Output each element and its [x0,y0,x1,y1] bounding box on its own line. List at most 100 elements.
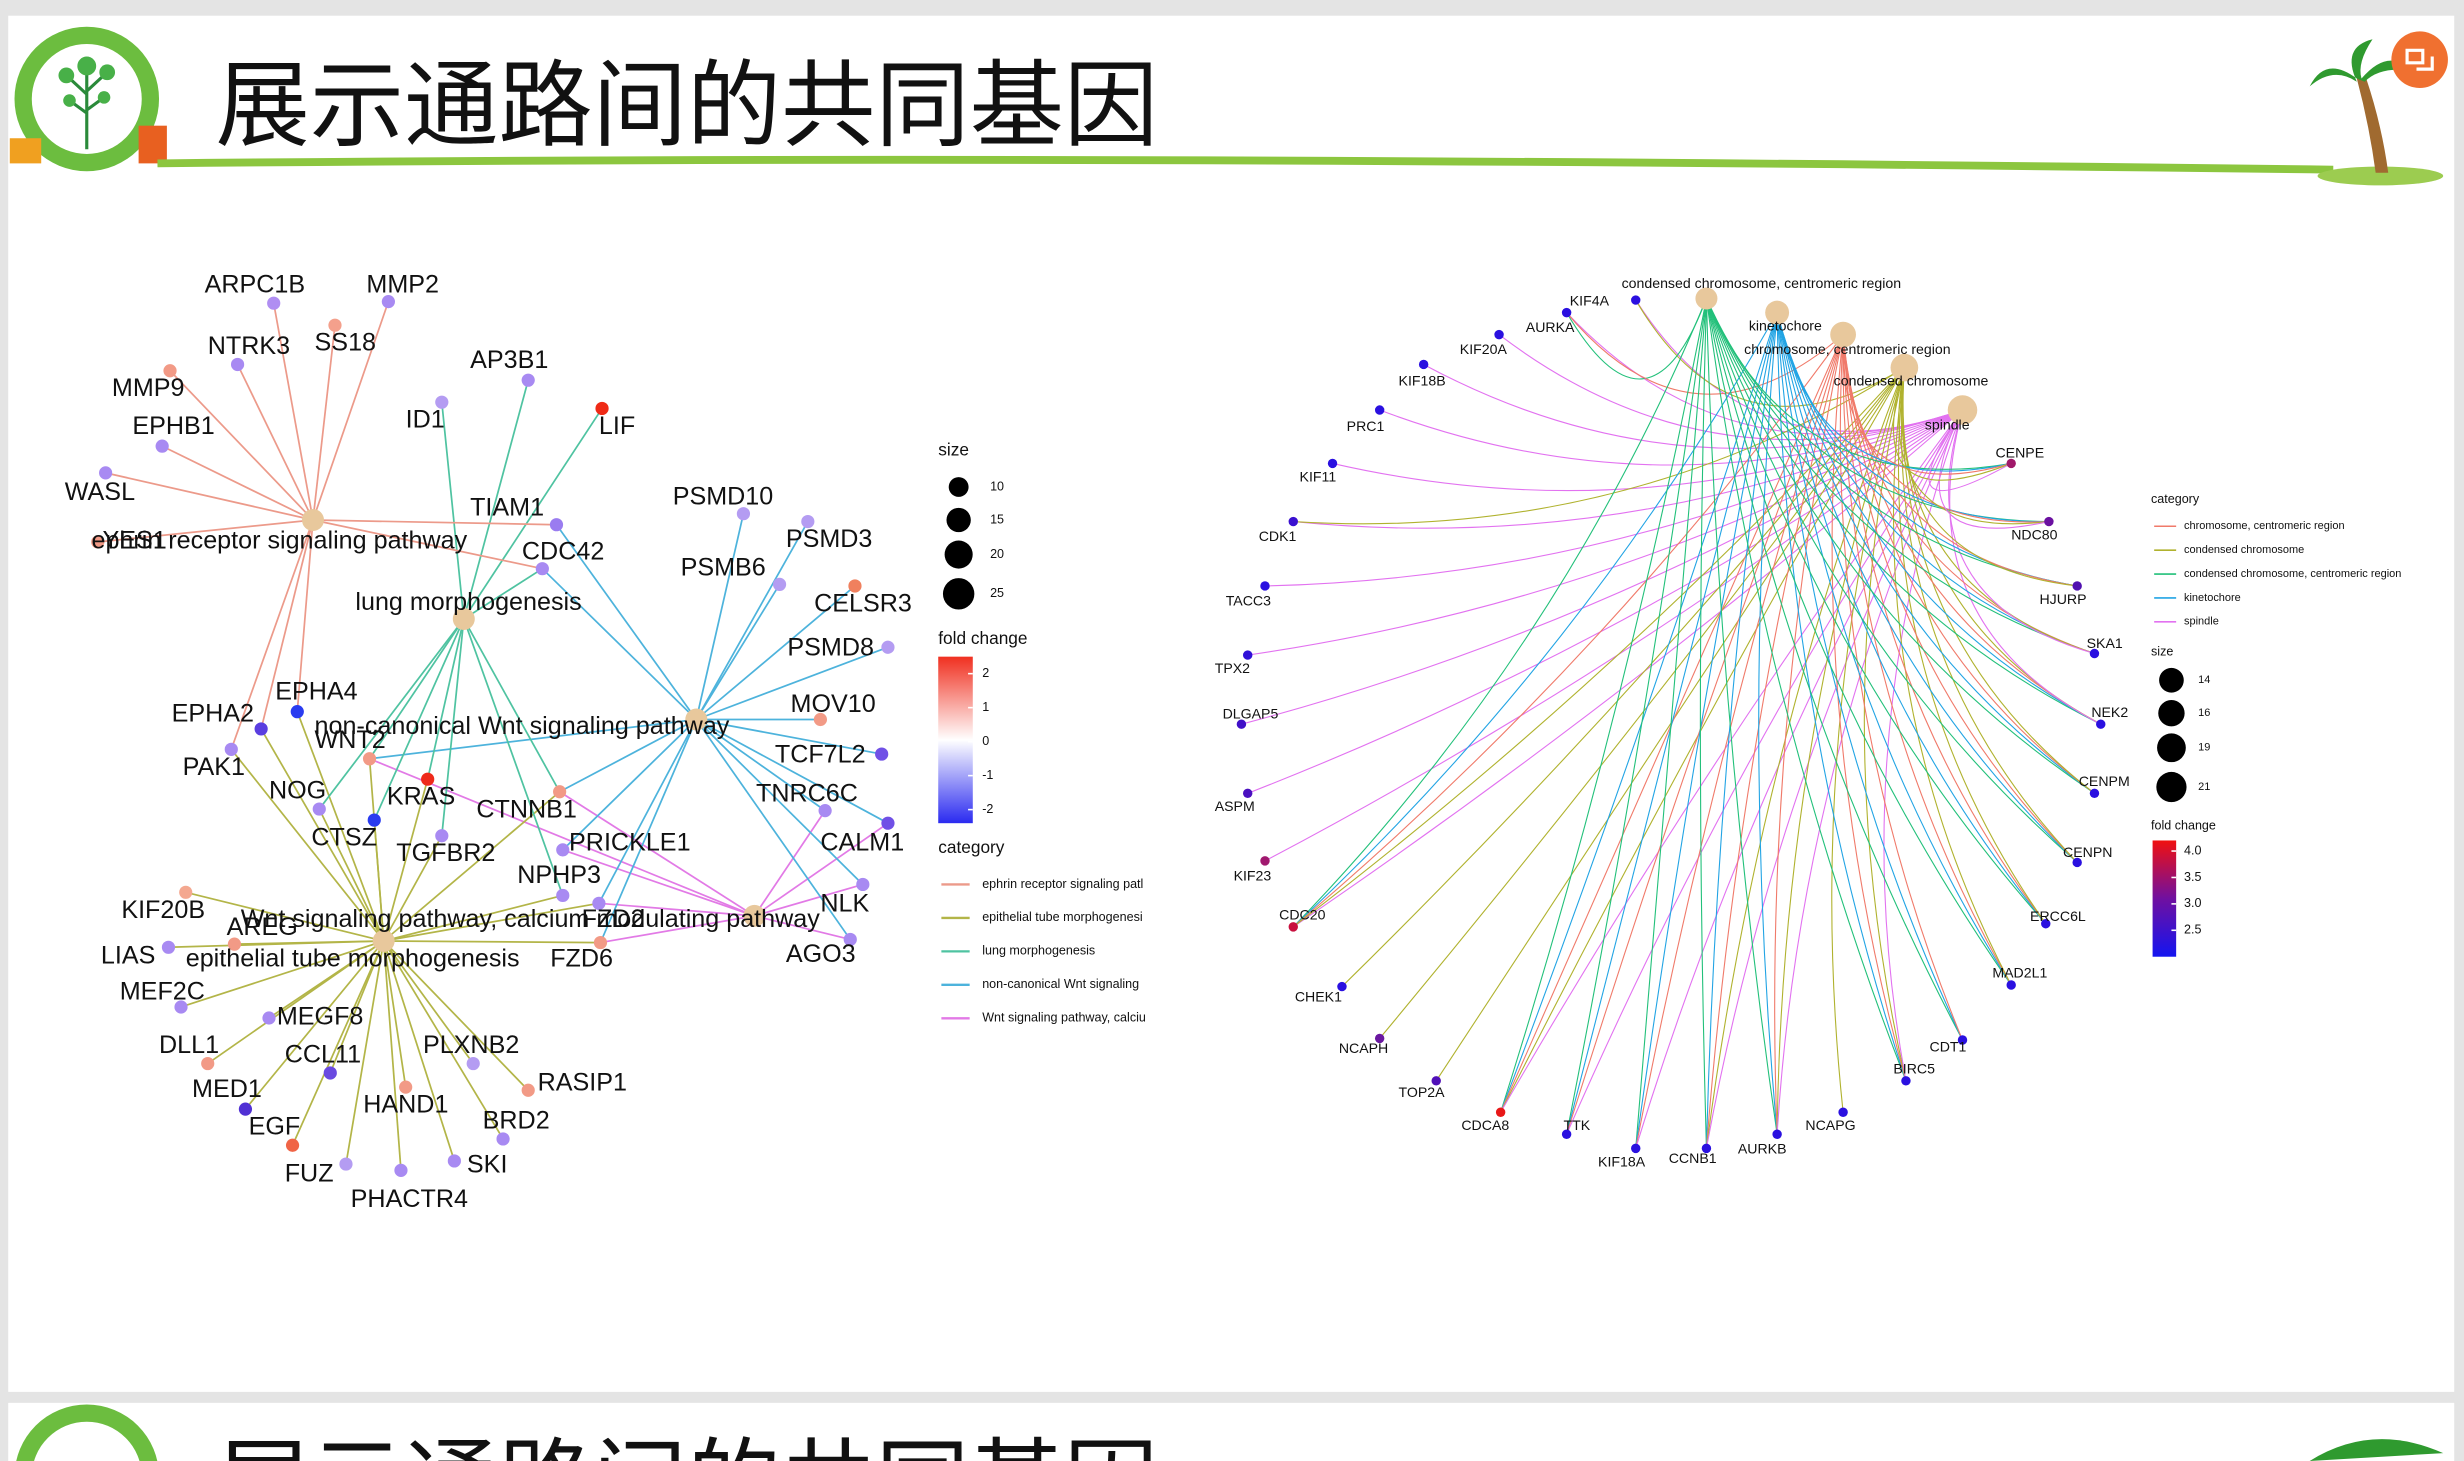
color-tick-label: -2 [982,802,993,816]
next-logo [16,1404,158,1461]
edge [695,583,781,720]
edge [1423,363,1963,449]
left-labels: ARPC1B MMP2 NTRK3 SS18 MMP9 EPHB1 WASL YES1 AP3B… [65,271,912,1213]
edge [180,940,384,1008]
edge [1776,312,2102,725]
color-tick-label: -1 [982,768,993,782]
edge [161,445,314,521]
edge [1247,409,1963,794]
edge [426,618,465,780]
gene-label: NCAPH [1339,1040,1388,1056]
edge [312,519,557,526]
edge [1863,367,1907,1081]
gene-label: MMP2 [366,271,439,299]
edge [695,646,889,721]
edge [169,370,314,521]
gene-label: SS18 [315,329,376,357]
term-label: condensed chromosome, centromeric region [1622,275,1902,291]
gene-node [381,295,395,309]
gene-node [496,1132,510,1146]
gene-label: CDC42 [522,538,604,566]
edge [312,325,336,521]
size-key [2156,771,2187,803]
edge [1776,312,2012,986]
gene-node [323,1066,337,1080]
size-label: 19 [2198,742,2210,754]
gene-node [556,888,570,903]
pathway-label: epithelial tube morphogenesis [186,945,520,973]
left-edges [97,301,889,1171]
gene-node [394,1163,408,1177]
gene-node [1957,1035,1968,1045]
gene-node [843,932,857,947]
right-edges [1241,298,2102,1149]
gene-label: NCAPG [1805,1117,1855,1133]
gene-label: TCF7L2 [775,740,866,768]
gene-node [339,1157,353,1171]
edge [1842,334,2078,587]
gene-node [262,1011,276,1025]
term-label: chromosome, centromeric region [1744,341,1950,357]
size-label: 21 [2198,781,2210,793]
edge [105,472,314,521]
gene-label: CENPN [2063,844,2112,860]
edge [382,940,474,1065]
edge [1892,367,2012,986]
gene-node [312,802,326,816]
edge [600,915,755,944]
gene-node [875,747,889,761]
edge [260,728,385,942]
color-bar [938,656,973,824]
gene-node [772,577,787,591]
edge [1774,334,1844,1135]
edge [1566,298,1707,1135]
gene-node [1701,1143,1712,1154]
gene-label: MEGF8 [277,1003,364,1031]
edge [312,519,543,570]
gene-node [801,514,815,529]
gene-label: ID1 [406,406,445,434]
gene-label: AP3B1 [470,346,548,374]
gene-node [2006,980,2016,990]
edge [1705,334,1844,1149]
gene-label: BRD2 [483,1106,550,1134]
edge [1839,334,1964,1041]
pathway-label: non-canonical Wnt signaling pathway [315,712,730,740]
gene-label: MOV10 [791,690,876,718]
edge [1705,298,2012,986]
gene-node [556,843,570,857]
edge [382,835,443,942]
gene-label: CCNB1 [1669,1150,1717,1166]
edge [1705,298,2095,794]
color-tick-label: 2.5 [2184,923,2201,937]
gene-node [1242,650,1253,660]
gene-node [1901,1076,1911,1086]
gene-label: TOP2A [1399,1084,1446,1100]
gene-node [2072,581,2082,591]
gene-label: PRICKLE1 [569,828,691,856]
edge [1842,334,2049,523]
gene-label: KRAS [387,783,455,811]
gene-label: TTK [1563,1117,1590,1133]
edge [168,940,384,949]
edge [1928,409,2012,492]
gene-node [91,535,105,549]
color-tick-label: 1 [982,700,989,714]
edge [368,618,465,760]
gene-label: CCL11 [285,1040,361,1068]
gene-node [549,518,564,532]
edge [462,618,564,896]
edge [1341,367,1905,987]
gene-node [435,395,449,409]
gene-label: MMP9 [112,374,185,402]
edge [541,568,697,721]
edge [1293,367,1905,525]
edge [373,618,465,821]
gene-node [856,877,870,892]
pathway-node [452,607,475,630]
edge [463,618,561,793]
share-button[interactable] [2391,31,2448,88]
edge [312,301,390,521]
gene-node [161,940,176,954]
